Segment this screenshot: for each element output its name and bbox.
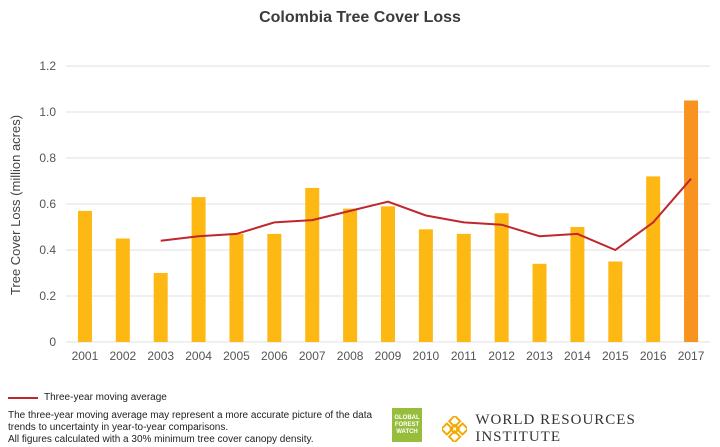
moving-average-line [160,178,692,252]
x-tick-label: 2011 [451,349,477,363]
x-tick-label: 2016 [640,349,667,363]
x-tick-label: 2014 [564,349,591,363]
bar-2012 [494,213,509,342]
chart-footer: Three-year moving average The three-year… [8,392,388,446]
bar-2002 [115,238,130,342]
bar-2007 [305,187,320,342]
chart-notes: The three-year moving average may repres… [8,410,388,446]
y-tick-label: 1.0 [39,105,56,119]
wri-logo-text: WORLD RESOURCES INSTITUTE [475,412,636,445]
x-tick-label: 2004 [185,349,212,363]
bar-2005 [229,233,244,342]
x-tick-label: 2009 [375,349,402,363]
x-tick-label: 2012 [488,349,515,363]
bar-2013 [532,263,547,342]
y-tick-label: 0.2 [39,289,56,303]
note-moving-average: The three-year moving average may repres… [8,410,373,433]
bar-2011 [456,233,471,342]
bar-2003 [153,273,168,342]
x-tick-label: 2005 [223,349,250,363]
bars [77,100,699,342]
bar-2009 [381,206,395,342]
gfw-logo-line: FOREST [394,421,420,428]
note-canopy-density: All figures calculated with a 30% minimu… [8,434,314,445]
gfw-logo-line: GLOBAL [394,414,420,421]
legend-label: Three-year moving average [44,392,167,403]
bar-2006 [267,233,282,342]
x-tick-label: 2013 [526,349,553,363]
bar-2016 [646,176,661,342]
x-tick-label: 2003 [147,349,174,363]
bar-2010 [418,229,433,342]
x-tick-label: 2017 [678,349,705,363]
gfw-logo-line: WATCH [396,428,418,435]
wri-logo: WORLD RESOURCES INSTITUTE [442,412,720,446]
y-tick-label: 0.4 [39,243,56,257]
x-tick-label: 2010 [413,349,440,363]
x-tick-label: 2006 [261,349,288,363]
x-tick-label: 2015 [602,349,629,363]
x-tick-labels: 2001 2002 2003 2004 2005 2006 2007 2008 2009 2010… [72,349,705,363]
legend-line-swatch [8,397,38,399]
y-tick-labels: 0 0.2 0.4 0.6 0.8 1.0 1.2 [39,59,56,349]
bar-2017 [684,100,699,342]
bar-2004 [191,197,206,342]
y-axis-label: Tree Cover Loss (million acres) [8,115,23,295]
y-tick-label: 1.2 [39,59,56,73]
x-tick-label: 2002 [109,349,136,363]
chart-title: Colombia Tree Cover Loss [259,9,461,26]
global-forest-watch-logo: GLOBAL FOREST WATCH [392,408,422,442]
legend: Three-year moving average [8,392,388,404]
y-tick-label: 0.8 [39,151,56,165]
bar-2015 [608,261,623,342]
x-tick-label: 2001 [72,349,99,363]
bar-2001 [77,210,92,342]
y-tick-label: 0 [49,335,56,349]
x-tick-label: 2008 [337,349,364,363]
wri-lattice-icon [442,416,468,442]
chart: Colombia Tree Cover Loss Tree Cover Loss… [8,9,710,363]
bar-2014 [570,227,585,342]
bar-2008 [343,208,358,342]
x-tick-label: 2007 [299,349,326,363]
y-tick-label: 0.6 [39,197,56,211]
